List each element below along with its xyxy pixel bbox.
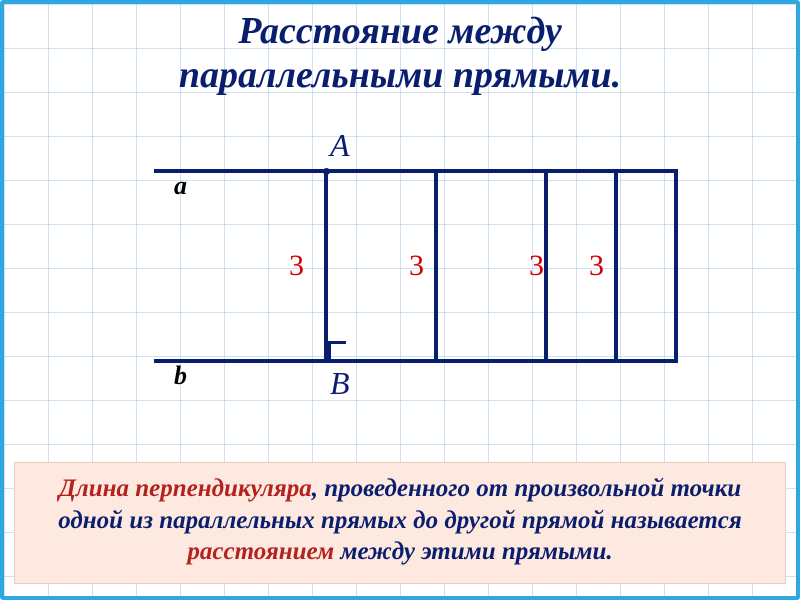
label-line-b: b: [174, 361, 187, 391]
slide-frame: Расстояние между параллельными прямыми. …: [0, 0, 800, 600]
distance-value: 3: [409, 249, 424, 283]
line-b: [154, 359, 674, 363]
distance-value: 3: [289, 249, 304, 283]
label-A: A: [330, 127, 350, 164]
title-line-1: Расстояние между: [238, 10, 562, 52]
definition-highlight: Длина перпендикуляра: [59, 475, 312, 502]
distance-value: 3: [529, 249, 544, 283]
page-title: Расстояние между параллельными прямыми.: [4, 10, 796, 97]
definition-text: между этими прямыми.: [334, 538, 612, 565]
content-layer: Расстояние между параллельными прямыми. …: [4, 4, 796, 596]
perpendicular-segment: [614, 169, 618, 363]
point-A-dot: [323, 168, 330, 175]
perpendicular-segment: [674, 169, 678, 363]
perpendicular-segment: [544, 169, 548, 363]
label-B: B: [330, 365, 350, 402]
right-angle-marker: [328, 341, 346, 359]
line-a: [154, 169, 674, 173]
perpendicular-segment: [434, 169, 438, 363]
definition-box: Длина перпендикуляра, проведенного от пр…: [14, 462, 786, 584]
diagram: A B a b 3333: [154, 139, 674, 389]
perpendicular-segment: [324, 169, 328, 363]
title-line-2: параллельными прямыми.: [179, 54, 621, 96]
distance-value: 3: [589, 249, 604, 283]
definition-highlight: расстоянием: [187, 538, 334, 565]
label-line-a: a: [174, 171, 187, 201]
